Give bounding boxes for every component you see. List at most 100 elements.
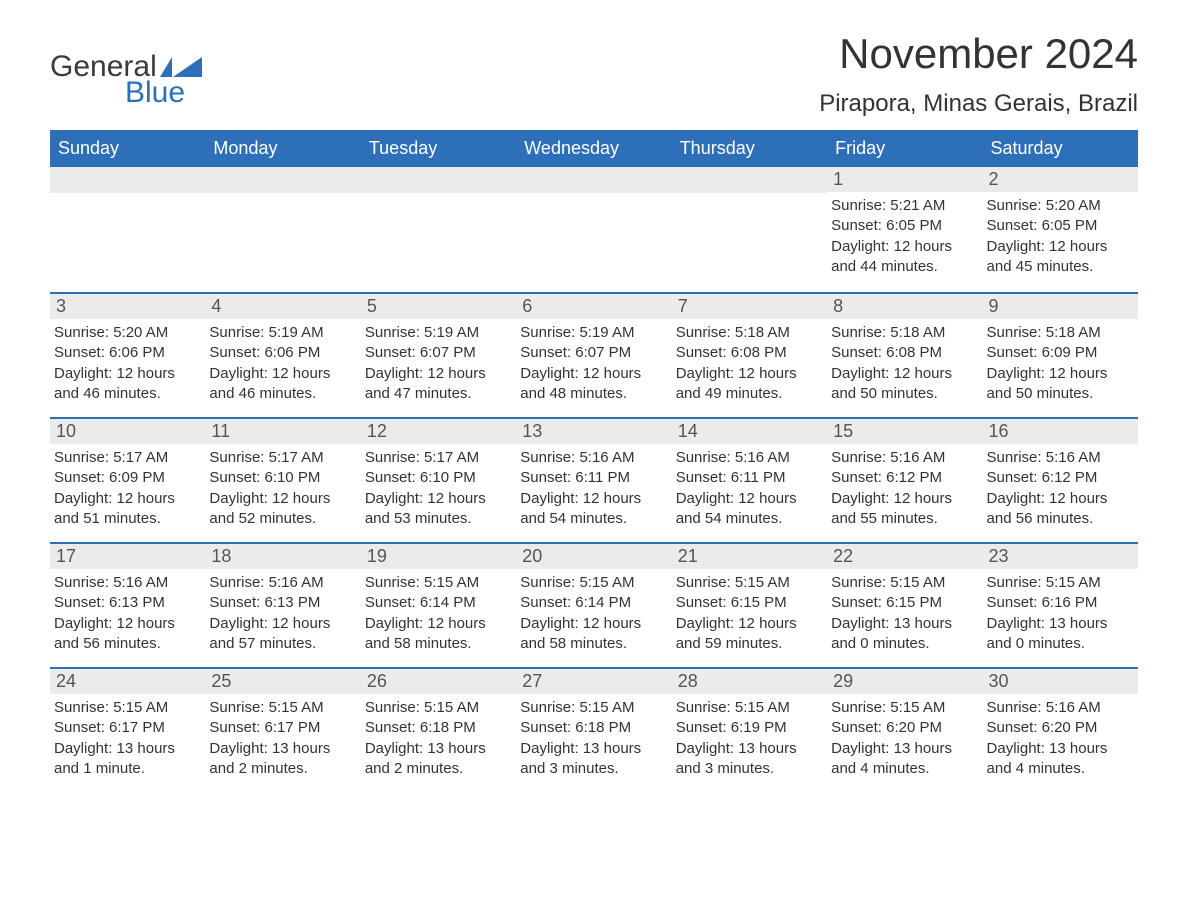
- day-header-cell: Sunday: [50, 130, 205, 167]
- sunset-text: Sunset: 6:20 PM: [987, 718, 1134, 738]
- day-content: Sunrise: 5:15 AMSunset: 6:16 PMDaylight:…: [983, 569, 1138, 664]
- daylight-text: Daylight: 13 hours and 1 minute.: [54, 739, 201, 780]
- day-cell: [205, 167, 360, 292]
- day-number: 19: [361, 544, 516, 569]
- weeks-container: 1Sunrise: 5:21 AMSunset: 6:05 PMDaylight…: [50, 167, 1138, 792]
- sunrise-text: Sunrise: 5:16 AM: [209, 573, 356, 593]
- day-content: Sunrise: 5:15 AMSunset: 6:17 PMDaylight:…: [205, 694, 360, 789]
- daylight-text: Daylight: 12 hours and 49 minutes.: [676, 364, 823, 405]
- sunrise-text: Sunrise: 5:18 AM: [831, 323, 978, 343]
- sunset-text: Sunset: 6:10 PM: [365, 468, 512, 488]
- sunrise-text: Sunrise: 5:16 AM: [54, 573, 201, 593]
- sunrise-text: Sunrise: 5:16 AM: [676, 448, 823, 468]
- day-number: 29: [827, 669, 982, 694]
- day-cell: 14Sunrise: 5:16 AMSunset: 6:11 PMDayligh…: [672, 419, 827, 542]
- day-cell: 15Sunrise: 5:16 AMSunset: 6:12 PMDayligh…: [827, 419, 982, 542]
- day-content: Sunrise: 5:15 AMSunset: 6:18 PMDaylight:…: [516, 694, 671, 789]
- sunset-text: Sunset: 6:18 PM: [365, 718, 512, 738]
- daylight-text: Daylight: 13 hours and 0 minutes.: [831, 614, 978, 655]
- sunrise-text: Sunrise: 5:19 AM: [520, 323, 667, 343]
- sunset-text: Sunset: 6:16 PM: [987, 593, 1134, 613]
- day-cell: 1Sunrise: 5:21 AMSunset: 6:05 PMDaylight…: [827, 167, 982, 292]
- logo-flag-icon: [160, 57, 202, 77]
- day-content: Sunrise: 5:18 AMSunset: 6:08 PMDaylight:…: [827, 319, 982, 414]
- day-header-cell: Saturday: [983, 130, 1138, 167]
- day-number: 2: [983, 167, 1138, 192]
- sunset-text: Sunset: 6:15 PM: [831, 593, 978, 613]
- daylight-text: Daylight: 12 hours and 58 minutes.: [520, 614, 667, 655]
- day-number: 5: [361, 294, 516, 319]
- sunrise-text: Sunrise: 5:19 AM: [365, 323, 512, 343]
- day-content: Sunrise: 5:15 AMSunset: 6:20 PMDaylight:…: [827, 694, 982, 789]
- daylight-text: Daylight: 12 hours and 46 minutes.: [209, 364, 356, 405]
- day-number: 11: [205, 419, 360, 444]
- sunrise-text: Sunrise: 5:17 AM: [365, 448, 512, 468]
- day-content: Sunrise: 5:16 AMSunset: 6:12 PMDaylight:…: [983, 444, 1138, 539]
- header-row: General Blue November 2024 Pirapora, Min…: [50, 30, 1138, 118]
- week-row: 24Sunrise: 5:15 AMSunset: 6:17 PMDayligh…: [50, 667, 1138, 792]
- day-cell: [50, 167, 205, 292]
- calendar: SundayMondayTuesdayWednesdayThursdayFrid…: [50, 130, 1138, 792]
- sunrise-text: Sunrise: 5:17 AM: [54, 448, 201, 468]
- daylight-text: Daylight: 12 hours and 51 minutes.: [54, 489, 201, 530]
- sunset-text: Sunset: 6:09 PM: [987, 343, 1134, 363]
- day-cell: 8Sunrise: 5:18 AMSunset: 6:08 PMDaylight…: [827, 294, 982, 417]
- daylight-text: Daylight: 13 hours and 2 minutes.: [365, 739, 512, 780]
- day-cell: 29Sunrise: 5:15 AMSunset: 6:20 PMDayligh…: [827, 669, 982, 792]
- day-cell: 28Sunrise: 5:15 AMSunset: 6:19 PMDayligh…: [672, 669, 827, 792]
- day-content: Sunrise: 5:16 AMSunset: 6:13 PMDaylight:…: [50, 569, 205, 664]
- sunrise-text: Sunrise: 5:16 AM: [831, 448, 978, 468]
- day-content: Sunrise: 5:16 AMSunset: 6:11 PMDaylight:…: [672, 444, 827, 539]
- day-cell: 4Sunrise: 5:19 AMSunset: 6:06 PMDaylight…: [205, 294, 360, 417]
- day-cell: 30Sunrise: 5:16 AMSunset: 6:20 PMDayligh…: [983, 669, 1138, 792]
- day-number: 3: [50, 294, 205, 319]
- day-cell: 10Sunrise: 5:17 AMSunset: 6:09 PMDayligh…: [50, 419, 205, 542]
- sunset-text: Sunset: 6:07 PM: [520, 343, 667, 363]
- sunrise-text: Sunrise: 5:15 AM: [831, 698, 978, 718]
- day-number: 12: [361, 419, 516, 444]
- sunset-text: Sunset: 6:17 PM: [54, 718, 201, 738]
- sunrise-text: Sunrise: 5:15 AM: [209, 698, 356, 718]
- sunrise-text: Sunrise: 5:15 AM: [54, 698, 201, 718]
- empty-day-number: [672, 167, 827, 193]
- day-content: Sunrise: 5:19 AMSunset: 6:07 PMDaylight:…: [361, 319, 516, 414]
- week-row: 1Sunrise: 5:21 AMSunset: 6:05 PMDaylight…: [50, 167, 1138, 292]
- sunset-text: Sunset: 6:17 PM: [209, 718, 356, 738]
- day-number: 21: [672, 544, 827, 569]
- day-number: 15: [827, 419, 982, 444]
- day-cell: 25Sunrise: 5:15 AMSunset: 6:17 PMDayligh…: [205, 669, 360, 792]
- daylight-text: Daylight: 13 hours and 2 minutes.: [209, 739, 356, 780]
- day-content: Sunrise: 5:15 AMSunset: 6:14 PMDaylight:…: [516, 569, 671, 664]
- day-number: 6: [516, 294, 671, 319]
- sunrise-text: Sunrise: 5:15 AM: [987, 573, 1134, 593]
- day-content: Sunrise: 5:18 AMSunset: 6:09 PMDaylight:…: [983, 319, 1138, 414]
- sunset-text: Sunset: 6:12 PM: [831, 468, 978, 488]
- sunset-text: Sunset: 6:05 PM: [987, 216, 1134, 236]
- day-number: 14: [672, 419, 827, 444]
- day-cell: 2Sunrise: 5:20 AMSunset: 6:05 PMDaylight…: [983, 167, 1138, 292]
- day-cell: 13Sunrise: 5:16 AMSunset: 6:11 PMDayligh…: [516, 419, 671, 542]
- day-number: 7: [672, 294, 827, 319]
- sunset-text: Sunset: 6:11 PM: [520, 468, 667, 488]
- daylight-text: Daylight: 12 hours and 56 minutes.: [987, 489, 1134, 530]
- day-cell: 18Sunrise: 5:16 AMSunset: 6:13 PMDayligh…: [205, 544, 360, 667]
- day-number: 9: [983, 294, 1138, 319]
- sunrise-text: Sunrise: 5:19 AM: [209, 323, 356, 343]
- sunrise-text: Sunrise: 5:17 AM: [209, 448, 356, 468]
- day-content: Sunrise: 5:19 AMSunset: 6:07 PMDaylight:…: [516, 319, 671, 414]
- daylight-text: Daylight: 12 hours and 48 minutes.: [520, 364, 667, 405]
- sunset-text: Sunset: 6:12 PM: [987, 468, 1134, 488]
- day-content: Sunrise: 5:17 AMSunset: 6:10 PMDaylight:…: [205, 444, 360, 539]
- day-content: Sunrise: 5:16 AMSunset: 6:12 PMDaylight:…: [827, 444, 982, 539]
- empty-day-number: [516, 167, 671, 193]
- day-content: Sunrise: 5:20 AMSunset: 6:06 PMDaylight:…: [50, 319, 205, 414]
- day-header-cell: Friday: [827, 130, 982, 167]
- day-content: Sunrise: 5:15 AMSunset: 6:15 PMDaylight:…: [827, 569, 982, 664]
- day-number: 23: [983, 544, 1138, 569]
- day-content: Sunrise: 5:15 AMSunset: 6:17 PMDaylight:…: [50, 694, 205, 789]
- day-cell: 11Sunrise: 5:17 AMSunset: 6:10 PMDayligh…: [205, 419, 360, 542]
- daylight-text: Daylight: 12 hours and 52 minutes.: [209, 489, 356, 530]
- day-number: 10: [50, 419, 205, 444]
- day-cell: 6Sunrise: 5:19 AMSunset: 6:07 PMDaylight…: [516, 294, 671, 417]
- daylight-text: Daylight: 13 hours and 4 minutes.: [987, 739, 1134, 780]
